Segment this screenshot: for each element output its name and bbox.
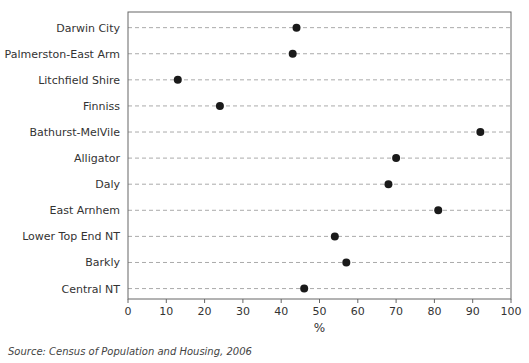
x-tick <box>242 299 243 303</box>
source-note: Source: Census of Population and Housing… <box>8 346 252 357</box>
y-tick-label: Lower Top End NT <box>22 230 120 243</box>
y-tick-label: Palmerston-East Arm <box>5 48 120 61</box>
dot <box>392 154 400 162</box>
background <box>0 0 529 363</box>
x-tick <box>396 299 397 303</box>
guide-line <box>128 262 511 263</box>
guide-line <box>128 132 511 133</box>
x-tick-label: 0 <box>125 305 132 318</box>
x-tick-label: 100 <box>501 305 522 318</box>
dot <box>300 285 308 293</box>
guide-line <box>128 236 511 237</box>
x-tick <box>281 299 282 303</box>
y-tick-label: Litchfield Shire <box>38 74 120 87</box>
y-tick-label: Darwin City <box>56 22 120 35</box>
guide-line <box>128 158 511 159</box>
guide-line <box>128 105 511 106</box>
x-tick-label: 40 <box>274 305 288 318</box>
y-tick-label: Central NT <box>62 283 121 296</box>
guide-line <box>128 210 511 211</box>
dot <box>289 50 297 58</box>
guide-line <box>128 184 511 185</box>
dot <box>216 102 224 110</box>
frame <box>128 12 511 299</box>
x-tick <box>472 299 473 303</box>
x-tick-label: 90 <box>466 305 480 318</box>
x-tick <box>357 299 358 303</box>
x-tick-label: 80 <box>427 305 441 318</box>
chart: 0 10 20 30 40 50 60 70 80 90 100 Darwin City Palmers… <box>0 0 529 363</box>
dot <box>434 206 442 214</box>
x-tick <box>319 299 320 303</box>
y-tick-label: Alligator <box>74 152 120 165</box>
y-tick-label: Bathurst-MelVile <box>29 126 120 139</box>
x-tick-label: 10 <box>159 305 173 318</box>
dot <box>174 76 182 84</box>
x-tick <box>166 299 167 303</box>
x-tick-label: 70 <box>389 305 403 318</box>
y-tick-label: Finniss <box>83 100 120 113</box>
guide-line <box>128 288 511 289</box>
x-tick <box>434 299 435 303</box>
guide-line <box>128 53 511 54</box>
guide-line <box>128 79 511 80</box>
x-tick-label: 30 <box>236 305 250 318</box>
x-tick <box>128 299 129 303</box>
dot <box>384 180 392 188</box>
x-tick-label: 50 <box>313 305 327 318</box>
dot <box>331 232 339 240</box>
x-tick-label: 20 <box>198 305 212 318</box>
dot <box>293 24 301 32</box>
x-tick <box>204 299 205 303</box>
y-tick-label: Barkly <box>85 256 120 269</box>
y-tick-label: Daly <box>95 178 120 191</box>
x-tick-label: 60 <box>351 305 365 318</box>
y-tick-label: East Arnhem <box>49 204 120 217</box>
x-tick <box>511 299 512 303</box>
dot <box>476 128 484 136</box>
x-axis-label: % <box>314 321 325 335</box>
plot-area <box>128 24 511 293</box>
guide-line <box>128 27 511 28</box>
dot <box>342 258 350 266</box>
